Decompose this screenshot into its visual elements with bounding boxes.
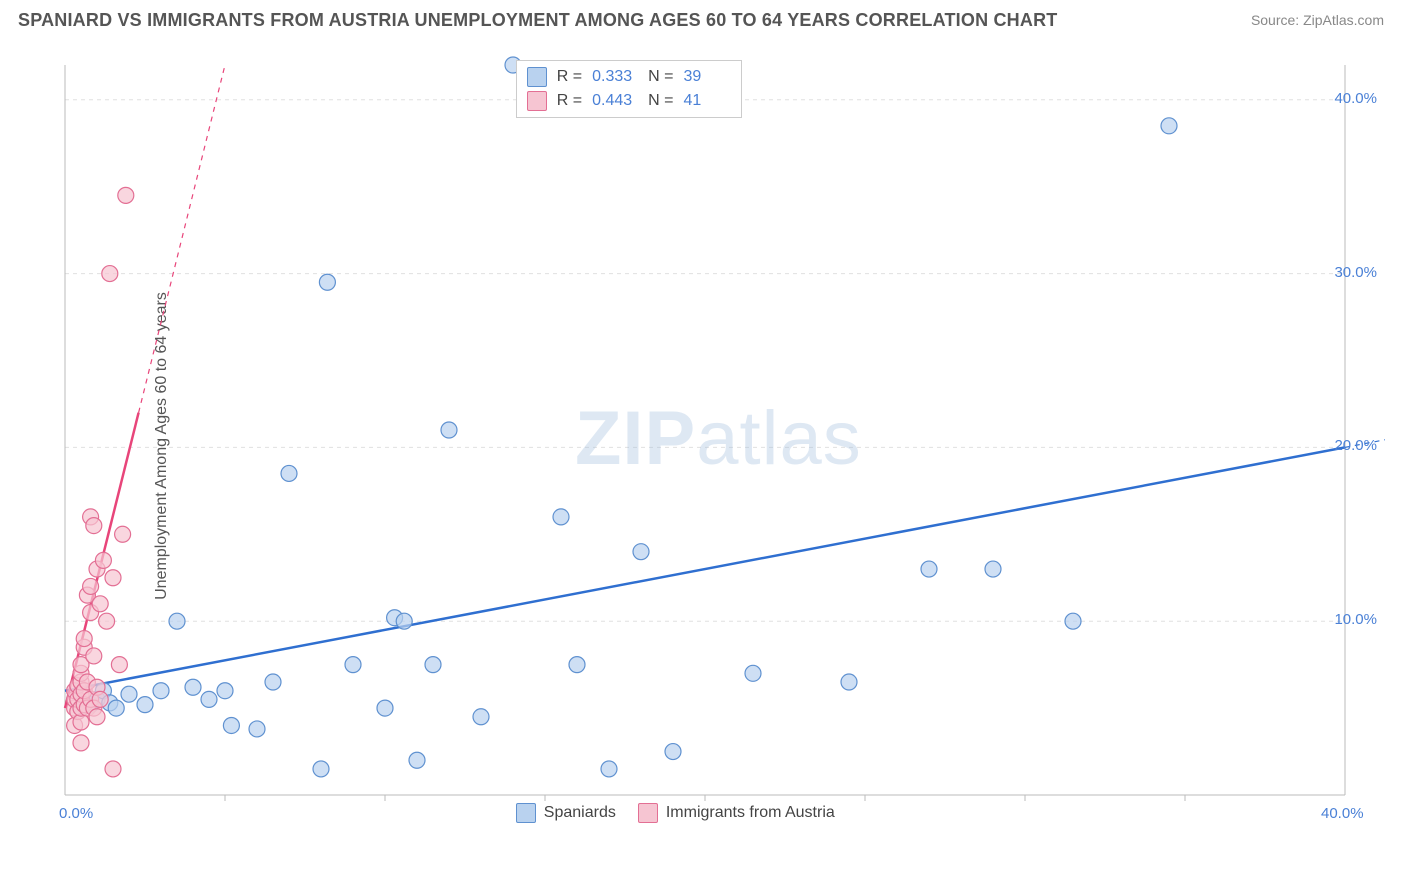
stats-legend-box: R = 0.333 N = 39 R = 0.443 N = 41 <box>516 60 743 118</box>
stat-n-value: 41 <box>683 92 729 110</box>
chart-container: SPANIARD VS IMMIGRANTS FROM AUSTRIA UNEM… <box>0 0 1406 892</box>
legend-swatch <box>638 803 658 823</box>
legend-swatch <box>516 803 536 823</box>
source-value: ZipAtlas.com <box>1303 12 1384 28</box>
y-tick-label: 20.0% <box>1334 437 1377 454</box>
stat-r-label: R = <box>557 92 582 110</box>
stats-row: R = 0.333 N = 39 <box>527 65 730 89</box>
bottom-legend: Spaniards Immigrants from Austria <box>516 803 835 823</box>
stat-r-label: R = <box>557 68 582 86</box>
source-label: Source: <box>1251 12 1303 28</box>
y-tick-label: 10.0% <box>1334 611 1377 628</box>
legend-label: Spaniards <box>544 804 616 822</box>
legend-item: Immigrants from Austria <box>638 803 835 823</box>
stat-n-value: 39 <box>683 68 729 86</box>
legend-label: Immigrants from Austria <box>666 804 835 822</box>
chart-svg <box>55 55 1385 835</box>
x-left-label: 0.0% <box>59 805 93 822</box>
legend-item: Spaniards <box>516 803 616 823</box>
stat-r-value: 0.443 <box>592 92 638 110</box>
plot-area: ZIPatlas R =0.333N =39R =0.443N =41 Span… <box>55 55 1385 835</box>
series-swatch <box>527 91 547 111</box>
series-swatch <box>527 67 547 87</box>
x-right-label: 40.0% <box>1321 805 1364 822</box>
stat-n-label: N = <box>648 92 673 110</box>
stats-row: R = 0.443 N = 41 <box>527 89 730 113</box>
y-tick-label: 30.0% <box>1334 264 1377 281</box>
stat-r-value: 0.333 <box>592 68 638 86</box>
source-credit: Source: ZipAtlas.com <box>1251 12 1384 28</box>
y-tick-label: 40.0% <box>1334 90 1377 107</box>
stat-n-label: N = <box>648 68 673 86</box>
chart-title: SPANIARD VS IMMIGRANTS FROM AUSTRIA UNEM… <box>18 10 1057 31</box>
